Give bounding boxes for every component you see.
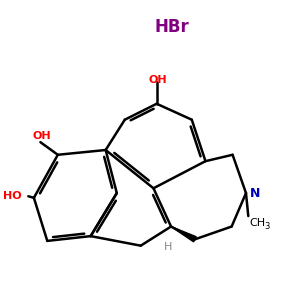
Text: CH: CH bbox=[249, 218, 266, 228]
Text: N: N bbox=[249, 187, 260, 200]
Text: HBr: HBr bbox=[155, 18, 190, 36]
Text: OH: OH bbox=[33, 131, 51, 141]
Text: HO: HO bbox=[2, 191, 21, 201]
Text: 3: 3 bbox=[264, 222, 270, 231]
Text: OH: OH bbox=[149, 75, 167, 85]
Polygon shape bbox=[171, 226, 196, 242]
Text: H: H bbox=[164, 242, 172, 253]
